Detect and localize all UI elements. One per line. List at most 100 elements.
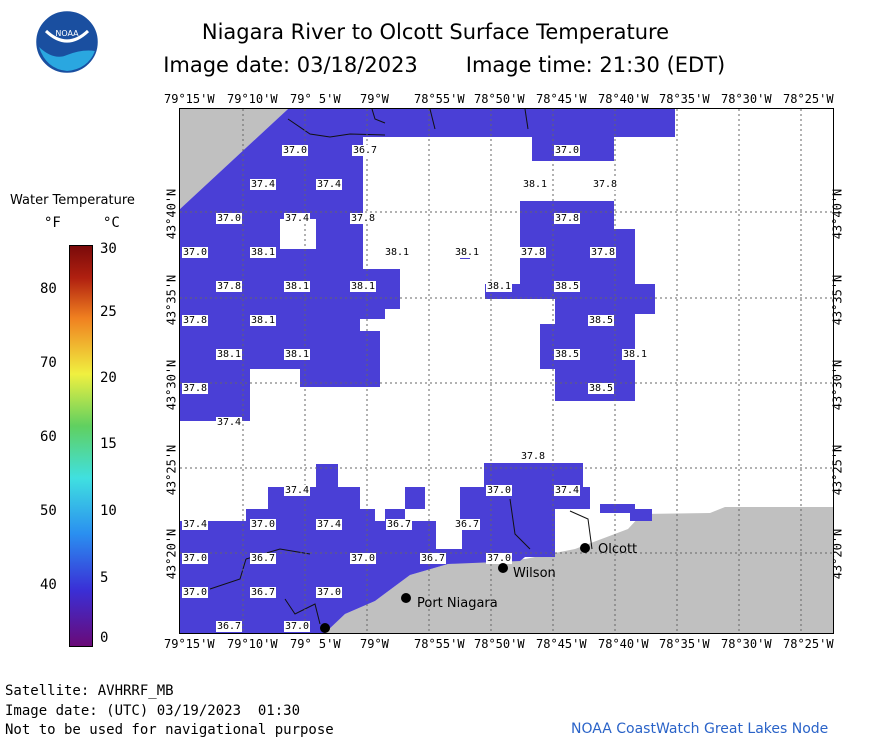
temperature-label: 37.0 (182, 553, 209, 564)
x-tick: 79°10'W (227, 92, 278, 106)
y-tick: 43°20'N (164, 528, 179, 580)
footer-satellite: Satellite: AVHRRF_MB (5, 683, 174, 699)
temperature-label: 37.0 (250, 519, 277, 530)
temperature-label: 37.0 (316, 587, 343, 598)
legend-c-unit: °C (103, 215, 120, 231)
temperature-label: 38.5 (588, 315, 615, 326)
temperature-label: 37.4 (316, 179, 343, 190)
x-tick: 78°50'W (474, 92, 525, 106)
legend-title: Water Temperature (10, 193, 135, 208)
temperature-label: 37.8 (554, 213, 581, 224)
temperature-label: 36.7 (250, 553, 277, 564)
temperature-label: 37.8 (592, 179, 619, 190)
temperature-label: 36.7 (352, 145, 379, 156)
legend-c-tick: 30 (100, 241, 117, 257)
niagara-marker (320, 623, 330, 633)
temperature-label: 37.8 (182, 315, 209, 326)
noaa-logo: NOAA (36, 11, 98, 73)
temperature-label: 37.4 (284, 213, 311, 224)
footer-utc-date: Image date: (UTC) 03/19/2023 01:30 (5, 703, 301, 719)
x-tick: 79°10'W (227, 637, 278, 651)
temperature-label: 38.1 (454, 247, 481, 258)
water-south (180, 463, 652, 633)
legend-c-tick: 15 (100, 436, 117, 452)
noaa-logo-text: NOAA (55, 29, 79, 38)
legend-colorbar (69, 245, 93, 647)
temperature-label: 37.4 (216, 417, 243, 428)
temperature-label: 38.1 (250, 247, 277, 258)
x-tick: 78°25'W (783, 92, 834, 106)
image-date: Image date: 03/18/2023 (163, 53, 418, 77)
x-tick: 78°40'W (598, 92, 649, 106)
y-tick: 43°40'N (164, 188, 179, 240)
legend-c-tick: 20 (100, 370, 117, 386)
temperature-label: 37.8 (520, 451, 547, 462)
land-us (325, 507, 833, 633)
legend-c-tick: 0 (100, 630, 109, 646)
temperature-label: 36.7 (420, 553, 447, 564)
x-tick: 78°35'W (659, 637, 710, 651)
x-tick: 78°30'W (721, 637, 772, 651)
temperature-label: 38.1 (350, 281, 377, 292)
temperature-label: 38.5 (588, 383, 615, 394)
x-tick: 78°55'W (414, 637, 465, 651)
temperature-label: 37.0 (554, 145, 581, 156)
temperature-map: 37.0 36.7 37.0 37.4 37.4 38.1 37.8 37.0 37.4 37.8… (179, 108, 834, 634)
x-tick: 78°50'W (474, 637, 525, 651)
x-tick: 78°40'W (598, 637, 649, 651)
x-tick: 78°30'W (721, 92, 772, 106)
legend-c-tick: 25 (100, 304, 117, 320)
y-tick: 43°25'N (164, 444, 179, 496)
legend-c-tick: 10 (100, 503, 117, 519)
legend-f-unit: °F (44, 215, 61, 231)
y-tick: 43°30'N (164, 359, 179, 411)
temperature-label: 36.7 (454, 519, 481, 530)
x-tick: 78°45'W (536, 92, 587, 106)
wilson-marker (498, 563, 508, 573)
x-tick: 79°W (360, 637, 389, 651)
temperature-label: 37.4 (554, 485, 581, 496)
temperature-label: 37.8 (182, 383, 209, 394)
footer-disclaimer: Not to be used for navigational purpose (5, 722, 334, 738)
temperature-label: 38.1 (522, 179, 549, 190)
legend-f-tick: 70 (40, 355, 57, 371)
temperature-label: 38.1 (216, 349, 243, 360)
x-tick: 78°55'W (414, 92, 465, 106)
temperature-label: 37.0 (284, 621, 311, 632)
x-tick: 79°15'W (164, 637, 215, 651)
temperature-label: 38.1 (384, 247, 411, 258)
temperature-label: 38.1 (250, 315, 277, 326)
legend-f-tick: 60 (40, 429, 57, 445)
temperature-label: 37.4 (316, 519, 343, 530)
wilson-label: Wilson (513, 566, 556, 581)
temperature-label: 36.7 (386, 519, 413, 530)
temperature-label: 37.8 (350, 213, 377, 224)
legend-c-tick: 5 (100, 570, 109, 586)
temperature-label: 38.1 (486, 281, 513, 292)
port-niagara-label: Port Niagara (417, 596, 498, 611)
temperature-label: 37.0 (350, 553, 377, 564)
olcott-label: Olcott (598, 542, 638, 557)
x-tick: 78°45'W (536, 637, 587, 651)
x-tick: 79°W (360, 92, 389, 106)
page-title: Niagara River to Olcott Surface Temperat… (201, 20, 670, 44)
temperature-label: 37.0 (182, 587, 209, 598)
temperature-label: 37.4 (182, 519, 209, 530)
temperature-label: 37.0 (216, 213, 243, 224)
temperature-label: 38.1 (284, 349, 311, 360)
port-niagara-marker (401, 593, 411, 603)
x-tick: 78°35'W (659, 92, 710, 106)
temperature-label: 36.7 (250, 587, 277, 598)
temperature-label: 38.1 (622, 349, 649, 360)
temperature-label: 37.8 (520, 247, 547, 258)
temperature-label: 38.5 (554, 281, 581, 292)
temperature-label: 37.0 (182, 247, 209, 258)
temperature-label: 37.8 (216, 281, 243, 292)
temperature-label: 37.4 (250, 179, 277, 190)
legend-f-tick: 80 (40, 281, 57, 297)
legend-f-tick: 40 (40, 577, 57, 593)
temperature-label: 38.5 (554, 349, 581, 360)
y-tick: 43°35'N (164, 274, 179, 326)
x-tick: 79° 5'W (290, 637, 341, 651)
temperature-label: 37.0 (282, 145, 309, 156)
